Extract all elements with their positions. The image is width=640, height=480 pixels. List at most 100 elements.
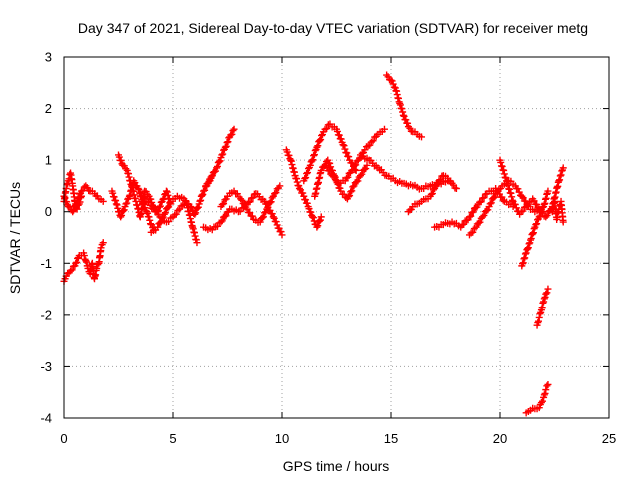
- data-point: [263, 205, 271, 213]
- x-tick-label: 15: [384, 431, 398, 446]
- data-point: [556, 172, 564, 180]
- data-point: [536, 212, 544, 220]
- data-point: [227, 131, 235, 139]
- data-point: [345, 153, 353, 161]
- grid-lines: [64, 57, 609, 418]
- data-point: [63, 181, 71, 189]
- x-tick-label: 10: [275, 431, 289, 446]
- data-point: [482, 207, 490, 215]
- data-point: [537, 208, 545, 216]
- data-point: [540, 391, 548, 399]
- data-point: [543, 382, 551, 390]
- data-point: [229, 127, 237, 135]
- data-point: [538, 304, 546, 312]
- data-point: [99, 239, 107, 247]
- data-point: [134, 185, 142, 193]
- data-point: [61, 194, 69, 202]
- data-point: [505, 185, 513, 193]
- data-point: [349, 166, 357, 174]
- data-point: [114, 204, 122, 212]
- data-point: [219, 150, 227, 158]
- data-point: [340, 142, 348, 150]
- data-point: [118, 211, 126, 219]
- data-point: [537, 399, 545, 407]
- data-point: [541, 293, 549, 301]
- data-point: [224, 138, 232, 146]
- data-point: [258, 214, 266, 222]
- data-point: [299, 189, 307, 197]
- data-point: [75, 194, 83, 202]
- data-point: [259, 213, 267, 221]
- data-point: [431, 185, 439, 193]
- data-point: [356, 172, 364, 180]
- data-point: [467, 212, 475, 220]
- data-point: [300, 192, 308, 200]
- data-point: [82, 257, 90, 265]
- data-point: [249, 194, 257, 202]
- data-point: [301, 175, 309, 183]
- data-point: [236, 207, 244, 215]
- data-point: [364, 142, 372, 150]
- data-point: [228, 130, 236, 138]
- data-point: [188, 203, 196, 211]
- x-tick-label: 0: [60, 431, 67, 446]
- data-point: [143, 208, 151, 216]
- y-tick-label: -1: [40, 256, 52, 271]
- y-tick-labels: -4 -3 -2 -1 0 1 2 3: [40, 50, 52, 426]
- data-point: [208, 172, 216, 180]
- data-point: [157, 218, 165, 226]
- data-point: [313, 223, 321, 231]
- data-point: [313, 143, 321, 151]
- data-point: [221, 196, 229, 204]
- data-point: [222, 212, 230, 220]
- data-point: [349, 183, 357, 191]
- y-tick-label: -4: [40, 411, 52, 426]
- data-point: [540, 298, 548, 306]
- data-point: [268, 194, 276, 202]
- data-point: [317, 136, 325, 144]
- data-point: [165, 218, 173, 226]
- data-point: [530, 197, 538, 205]
- data-point: [120, 206, 128, 214]
- data-point: [542, 290, 550, 298]
- data-point: [309, 213, 317, 221]
- data-point: [558, 167, 566, 175]
- data-point: [353, 178, 361, 186]
- data-point: [519, 207, 527, 215]
- data-point: [348, 187, 356, 195]
- data-point: [160, 210, 168, 218]
- data-point: [213, 164, 221, 172]
- x-axis-label: GPS time / hours: [283, 458, 390, 474]
- data-point: [218, 200, 226, 208]
- data-point: [350, 182, 358, 190]
- x-tick-label: 20: [493, 431, 507, 446]
- data-point: [110, 193, 118, 201]
- data-point: [535, 404, 543, 412]
- data-point: [154, 223, 162, 231]
- data-point: [222, 142, 230, 150]
- data-point: [93, 264, 101, 272]
- data-point: [400, 112, 408, 120]
- data-point: [302, 174, 310, 182]
- data-point: [261, 209, 269, 217]
- data-point: [521, 250, 529, 258]
- data-point: [530, 225, 538, 233]
- data-point: [272, 218, 280, 226]
- data-point: [360, 165, 368, 173]
- data-point: [161, 209, 169, 217]
- data-point: [74, 195, 82, 203]
- data-point: [521, 254, 529, 262]
- y-tick-label: 3: [45, 50, 52, 65]
- data-point: [358, 170, 366, 178]
- data-point: [503, 178, 511, 186]
- data-point: [363, 161, 371, 169]
- data-point: [323, 163, 331, 171]
- data-point: [388, 77, 396, 85]
- data-point: [430, 186, 438, 194]
- data-point: [69, 208, 77, 216]
- data-point: [113, 201, 121, 209]
- data-point: [508, 196, 516, 204]
- data-point: [333, 127, 341, 135]
- data-point: [283, 148, 291, 156]
